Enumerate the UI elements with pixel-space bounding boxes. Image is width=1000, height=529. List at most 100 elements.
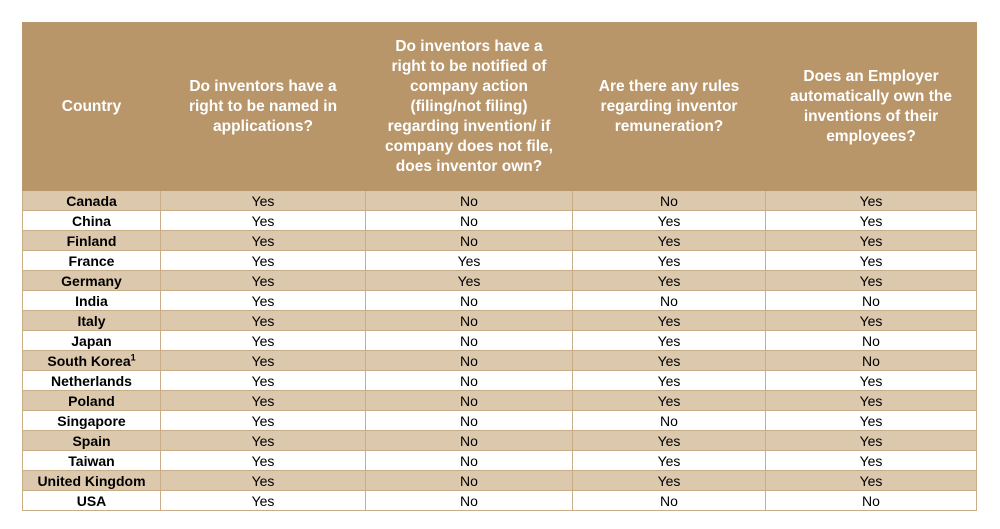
answer-cell: No — [365, 190, 573, 211]
column-header: Country — [22, 22, 161, 191]
answer-cell: No — [365, 390, 573, 411]
country-cell: Japan — [22, 330, 161, 351]
answer-cell: No — [365, 410, 573, 431]
country-name: United Kingdom — [37, 472, 146, 489]
country-cell: Poland — [22, 390, 161, 411]
answer-cell: Yes — [160, 190, 366, 211]
answer-cell: Yes — [765, 450, 977, 471]
answer-cell: Yes — [765, 410, 977, 431]
table-row: Spain Yes No Yes Yes — [22, 430, 977, 451]
column-header: Do inventors have a right to be notified… — [365, 22, 573, 191]
answer-cell: No — [765, 330, 977, 351]
answer-cell: Yes — [572, 370, 766, 391]
answer-cell: No — [765, 490, 977, 511]
table-row: Canada Yes No No Yes — [22, 190, 977, 211]
country-cell: Italy — [22, 310, 161, 331]
table-row: Japan Yes No Yes No — [22, 330, 977, 351]
answer-cell: Yes — [572, 390, 766, 411]
country-name: Canada — [66, 192, 117, 209]
country-name: Poland — [68, 392, 115, 409]
country-cell: United Kingdom — [22, 470, 161, 491]
table-row: South Korea1 Yes No Yes No — [22, 350, 977, 371]
country-name: Germany — [61, 272, 122, 289]
answer-cell: Yes — [160, 370, 366, 391]
answer-cell: No — [365, 490, 573, 511]
header-row: Country Do inventors have a right to be n… — [22, 22, 977, 191]
answer-cell: Yes — [160, 270, 366, 291]
country-cell: Singapore — [22, 410, 161, 431]
answer-cell: Yes — [765, 210, 977, 231]
column-header: Do inventors have a right to be named in… — [160, 22, 366, 191]
answer-cell: No — [765, 350, 977, 371]
answer-cell: Yes — [160, 410, 366, 431]
country-cell: Finland — [22, 230, 161, 251]
answer-cell: Yes — [365, 270, 573, 291]
answer-cell: Yes — [160, 230, 366, 251]
answer-cell: No — [572, 290, 766, 311]
answer-cell: Yes — [160, 290, 366, 311]
inventor-rights-table: Country Do inventors have a right to be n… — [22, 22, 977, 511]
country-name: Italy — [77, 312, 106, 329]
country-cell: France — [22, 250, 161, 271]
answer-cell: Yes — [572, 430, 766, 451]
answer-cell: Yes — [160, 390, 366, 411]
answer-cell: Yes — [160, 250, 366, 271]
answer-cell: Yes — [365, 250, 573, 271]
answer-cell: Yes — [572, 310, 766, 331]
country-name: Spain — [72, 432, 111, 449]
answer-cell: No — [365, 290, 573, 311]
country-name: Japan — [71, 332, 112, 349]
answer-cell: Yes — [572, 210, 766, 231]
answer-cell: No — [572, 190, 766, 211]
answer-cell: No — [365, 470, 573, 491]
country-name: Singapore — [57, 412, 126, 429]
answer-cell: Yes — [765, 230, 977, 251]
country-name: France — [68, 252, 115, 269]
answer-cell: No — [365, 350, 573, 371]
answer-cell: No — [365, 370, 573, 391]
answer-cell: Yes — [765, 270, 977, 291]
answer-cell: Yes — [160, 470, 366, 491]
answer-cell: Yes — [160, 430, 366, 451]
answer-cell: No — [365, 450, 573, 471]
answer-cell: Yes — [160, 310, 366, 331]
country-name: Netherlands — [51, 372, 132, 389]
table-row: France Yes Yes Yes Yes — [22, 250, 977, 271]
table-row: Finland Yes No Yes Yes — [22, 230, 977, 251]
footnote-mark: 1 — [130, 351, 136, 362]
answer-cell: Yes — [572, 470, 766, 491]
table-row: India Yes No No No — [22, 290, 977, 311]
country-name: China — [72, 212, 111, 229]
country-name: Finland — [66, 232, 117, 249]
answer-cell: No — [765, 290, 977, 311]
answer-cell: Yes — [572, 230, 766, 251]
answer-cell: Yes — [765, 390, 977, 411]
answer-cell: Yes — [160, 210, 366, 231]
country-name: Taiwan — [68, 452, 115, 469]
answer-cell: Yes — [160, 350, 366, 371]
answer-cell: Yes — [572, 350, 766, 371]
answer-cell: Yes — [765, 250, 977, 271]
country-name: India — [75, 292, 108, 309]
country-cell: Taiwan — [22, 450, 161, 471]
country-cell: USA — [22, 490, 161, 511]
column-header: Does an Employer automatically own the i… — [765, 22, 977, 191]
country-cell: Netherlands — [22, 370, 161, 391]
country-cell: Germany — [22, 270, 161, 291]
answer-cell: Yes — [572, 330, 766, 351]
answer-cell: Yes — [572, 270, 766, 291]
answer-cell: No — [365, 430, 573, 451]
country-name: USA — [76, 492, 107, 509]
country-name: South Korea — [47, 352, 131, 369]
answer-cell: Yes — [572, 250, 766, 271]
column-header: Are there any rules regarding inventor r… — [572, 22, 766, 191]
answer-cell: No — [365, 310, 573, 331]
country-cell: India — [22, 290, 161, 311]
table-row: China Yes No Yes Yes — [22, 210, 977, 231]
country-cell: China — [22, 210, 161, 231]
country-cell: Canada — [22, 190, 161, 211]
country-cell: South Korea1 — [22, 350, 161, 371]
answer-cell: Yes — [765, 430, 977, 451]
table-row: Italy Yes No Yes Yes — [22, 310, 977, 331]
